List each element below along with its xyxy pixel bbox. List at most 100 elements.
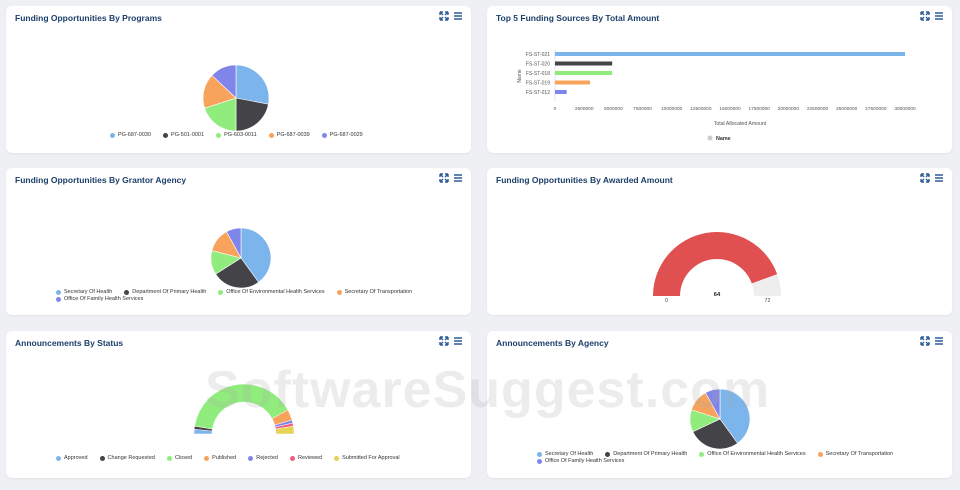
- bar[interactable]: [555, 61, 613, 66]
- card-announcements-by-agency: Announcements By Agency Secretary Of Hea…: [487, 331, 952, 478]
- legend-label: Office Of Environmental Health Services: [707, 451, 806, 457]
- expand-icon[interactable]: [920, 11, 930, 21]
- legend-label[interactable]: Name: [716, 136, 731, 142]
- y-tick-label: FS-ST-021: [526, 52, 550, 58]
- pie-slice[interactable]: [705, 388, 721, 420]
- agency-pie-chart: [689, 388, 751, 450]
- legend-item[interactable]: Rejected: [248, 455, 278, 461]
- legend-label: PG-687-0030: [118, 132, 152, 138]
- grantor-pie-chart: [210, 227, 272, 289]
- legend-marker: [124, 289, 130, 295]
- menu-icon[interactable]: [934, 173, 944, 183]
- card-tools: [920, 173, 944, 183]
- grantor-legend: Secretary Of Health Department Of Primary…: [56, 289, 466, 302]
- bar[interactable]: [555, 71, 613, 75]
- legend-marker: [110, 132, 115, 138]
- legend-label: Submitted For Approval: [342, 455, 400, 461]
- menu-icon[interactable]: [453, 11, 463, 21]
- legend-item[interactable]: Closed: [166, 455, 192, 461]
- expand-icon[interactable]: [439, 336, 449, 346]
- legend-marker: [817, 451, 823, 457]
- legend-label: Secretary Of Transportation: [344, 289, 413, 295]
- legend-marker: [204, 455, 210, 461]
- pie-slice[interactable]: [240, 227, 272, 283]
- legend-marker: [163, 132, 169, 138]
- donut-slice[interactable]: [275, 425, 295, 435]
- legend-label: Secretary Of Transportation: [825, 451, 894, 457]
- x-tick-label: 7500000: [633, 106, 652, 112]
- card-tools: [920, 11, 944, 21]
- legend-item[interactable]: PG-687-0029: [321, 132, 363, 138]
- menu-icon[interactable]: [934, 336, 944, 346]
- gauge-value-band[interactable]: [653, 232, 778, 296]
- pie-slice[interactable]: [235, 97, 269, 132]
- expand-icon[interactable]: [439, 11, 449, 21]
- card-funding-by-grantor: Funding Opportunities By Grantor Agency …: [6, 168, 471, 315]
- legend-item[interactable]: Approved: [56, 455, 88, 461]
- legend-label: Approved: [64, 455, 88, 461]
- expand-icon[interactable]: [439, 173, 449, 183]
- bar[interactable]: [555, 80, 590, 85]
- legend-marker: [216, 132, 222, 138]
- legend-label: Department Of Primary Health: [132, 289, 207, 295]
- legend-item[interactable]: PG-687-0030: [110, 132, 151, 138]
- legend-item[interactable]: PG-603-0011: [216, 132, 257, 138]
- menu-icon[interactable]: [934, 11, 944, 21]
- legend-item[interactable]: Secretary Of Transportation: [817, 451, 894, 457]
- pie-slice[interactable]: [211, 64, 237, 99]
- legend-label: Reviewed: [297, 455, 323, 461]
- card-announcements-by-status: Announcements By Status Approved Change R…: [6, 331, 471, 478]
- legend-item[interactable]: PG-501-0001: [163, 132, 204, 138]
- legend-marker: [321, 132, 327, 138]
- x-tick-label: 2500000: [575, 106, 594, 112]
- legend-label: Secretary Of Health: [64, 289, 113, 295]
- x-tick-label: 25000000: [836, 106, 858, 112]
- legend-item[interactable]: Office Of Environmental Health Services: [218, 289, 325, 295]
- legend-marker: [56, 455, 61, 461]
- legend-item[interactable]: Department Of Primary Health: [605, 451, 687, 457]
- menu-icon[interactable]: [453, 336, 463, 346]
- x-tick-label: 12500000: [690, 106, 712, 112]
- pie-slice[interactable]: [692, 418, 739, 450]
- x-tick-label: 27500000: [865, 106, 887, 112]
- legend-item[interactable]: Office Of Family Health Services: [56, 296, 143, 302]
- bar[interactable]: [555, 52, 905, 56]
- legend-label: Secretary Of Health: [545, 451, 594, 457]
- legend-item[interactable]: Secretary Of Health: [56, 289, 112, 295]
- card-top-funding-sources: Top 5 Funding Sources By Total Amount FS…: [487, 6, 952, 153]
- legend-marker: [56, 289, 61, 295]
- legend-item[interactable]: Office Of Family Health Services: [537, 458, 624, 464]
- pie-slice[interactable]: [719, 388, 751, 444]
- pie-slice[interactable]: [215, 257, 260, 289]
- pie-slice[interactable]: [204, 97, 237, 132]
- legend-item[interactable]: Secretary Of Health: [537, 451, 593, 457]
- card-funding-by-programs: Funding Opportunities By Programs PG-687…: [6, 6, 471, 153]
- y-tick-label: FS-ST-019: [526, 81, 550, 87]
- legend-marker: [218, 289, 224, 295]
- bar[interactable]: [555, 90, 567, 94]
- expand-icon[interactable]: [920, 173, 930, 183]
- legend-label: Department Of Primary Health: [613, 451, 688, 457]
- legend-item[interactable]: Reviewed: [289, 455, 323, 461]
- funding-sources-bar-chart: FS-ST-021 FS-ST-020 FS-ST-018 FS-ST-019 FS-S…: [517, 50, 916, 142]
- expand-icon[interactable]: [920, 336, 930, 346]
- card-title: Funding Opportunities By Awarded Amount: [496, 175, 673, 185]
- status-semi-donut-chart: [193, 383, 295, 435]
- pie-slice[interactable]: [235, 64, 270, 105]
- card-tools: [439, 336, 463, 346]
- legend-item[interactable]: Office Of Environmental Health Services: [699, 451, 806, 457]
- legend-item[interactable]: Department Of Primary Health: [124, 289, 206, 295]
- legend-label: PG-501-0001: [171, 132, 205, 138]
- legend-item[interactable]: Submitted For Approval: [334, 455, 400, 461]
- agency-legend: Secretary Of Health Department Of Primary…: [537, 451, 947, 464]
- legend-marker: [707, 135, 713, 141]
- menu-icon[interactable]: [453, 173, 463, 183]
- pie-slice[interactable]: [226, 227, 242, 259]
- card-title: Announcements By Status: [15, 338, 124, 348]
- y-tick-label: FS-ST-020: [526, 62, 550, 68]
- legend-item[interactable]: Secretary Of Transportation: [336, 289, 413, 295]
- donut-slice[interactable]: [194, 383, 289, 430]
- legend-item[interactable]: Change Requested: [99, 455, 155, 461]
- legend-item[interactable]: Published: [204, 455, 236, 461]
- legend-item[interactable]: PG-687-0039: [268, 132, 310, 138]
